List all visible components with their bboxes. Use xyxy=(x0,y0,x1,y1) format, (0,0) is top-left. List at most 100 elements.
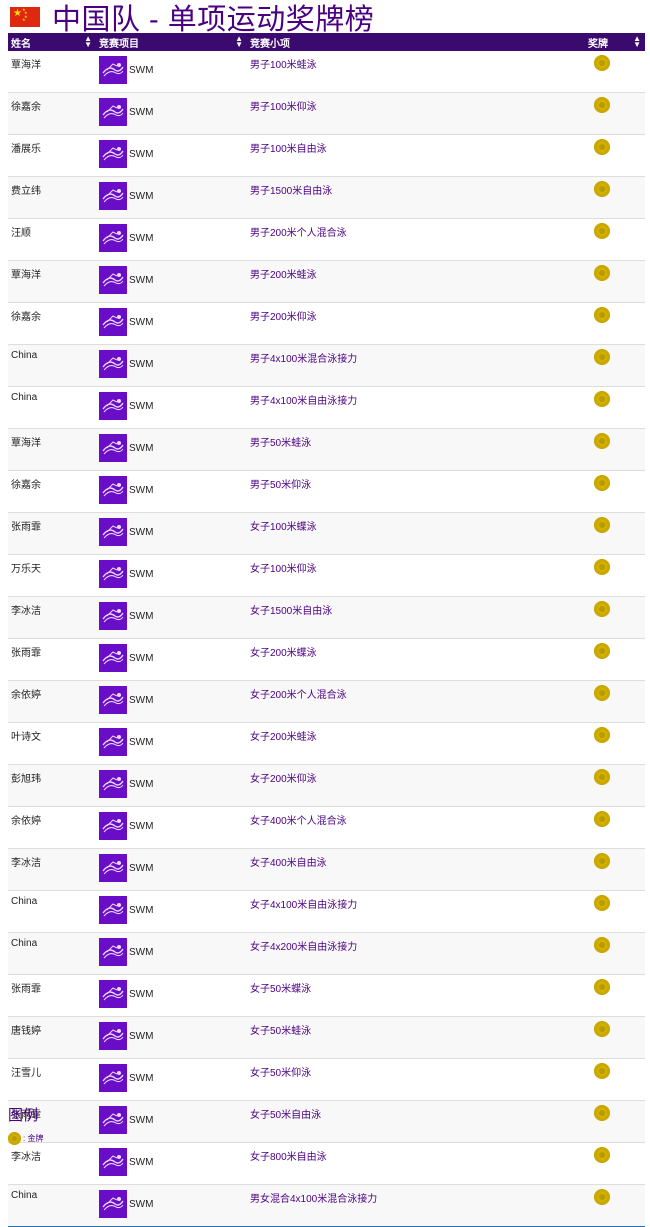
sport-code: SWM xyxy=(129,988,154,1000)
event-link[interactable]: 男子4x100米自由泳接力 xyxy=(250,396,358,407)
table-row: 汪雪儿 SWM 女子50米仰泳 xyxy=(8,1058,645,1101)
event-link[interactable]: 女子100米蝶泳 xyxy=(250,522,317,533)
athlete-name: 李冰洁 xyxy=(8,848,96,891)
sport-cell: SWM xyxy=(96,51,247,93)
event-cell: 男子1500米自由泳 xyxy=(247,176,585,219)
event-link[interactable]: 男子200米个人混合泳 xyxy=(250,228,347,239)
event-link[interactable]: 女子50米仰泳 xyxy=(250,1068,312,1079)
event-link[interactable]: 女子4x100米自由泳接力 xyxy=(250,900,358,911)
sort-icon[interactable]: ▲ ▼ xyxy=(235,34,243,49)
swimming-icon xyxy=(99,854,127,882)
swimming-icon xyxy=(99,434,127,462)
event-link[interactable]: 女子800米自由泳 xyxy=(250,1152,327,1163)
athlete-name: 李冰洁 xyxy=(8,596,96,639)
swimming-icon xyxy=(99,1106,127,1134)
swimming-icon xyxy=(99,980,127,1008)
medal-cell xyxy=(585,344,645,387)
event-cell: 女子400米自由泳 xyxy=(247,848,585,891)
event-cell: 女子400米个人混合泳 xyxy=(247,806,585,849)
event-cell: 女子800米自由泳 xyxy=(247,1142,585,1185)
column-header-sport[interactable]: 竞赛项目 ▲ ▼ xyxy=(96,33,247,51)
event-link[interactable]: 女子4x200米自由泳接力 xyxy=(250,942,358,953)
event-link[interactable]: 男子4x100米混合泳接力 xyxy=(250,354,358,365)
sport-cell: SWM xyxy=(96,1142,247,1185)
gold-medal-icon xyxy=(594,1147,610,1163)
sport-cell: SWM xyxy=(96,1184,247,1227)
gold-medal-icon xyxy=(594,1021,610,1037)
table-row: 覃海洋 SWM 男子200米蛙泳 xyxy=(8,260,645,303)
athlete-name: 徐嘉余 xyxy=(8,302,96,345)
event-link[interactable]: 女子50米蝶泳 xyxy=(250,984,312,995)
medal-cell xyxy=(585,1142,645,1185)
event-cell: 女子200米蝶泳 xyxy=(247,638,585,681)
column-header-name[interactable]: 姓名 ▲ ▼ xyxy=(8,33,96,51)
sport-code: SWM xyxy=(129,106,154,118)
event-link[interactable]: 女子200米蝶泳 xyxy=(250,648,317,659)
event-cell: 女子100米仰泳 xyxy=(247,554,585,597)
event-link[interactable]: 女子200米蛙泳 xyxy=(250,732,317,743)
medal-cell xyxy=(585,890,645,933)
event-link[interactable]: 男子100米自由泳 xyxy=(250,144,327,155)
event-link[interactable]: 女子50米蛙泳 xyxy=(250,1026,312,1037)
sport-cell: SWM xyxy=(96,596,247,639)
page-title: 中国队 - 单项运动奖牌榜 xyxy=(52,4,375,36)
event-link[interactable]: 男女混合4x100米混合泳接力 xyxy=(250,1194,378,1205)
medal-cell xyxy=(585,848,645,891)
gold-medal-icon xyxy=(594,181,610,197)
event-cell: 男子50米蛙泳 xyxy=(247,428,585,471)
column-header-event[interactable]: 竞赛小项 xyxy=(247,33,585,51)
event-link[interactable]: 女子400米自由泳 xyxy=(250,858,327,869)
event-link[interactable]: 女子200米个人混合泳 xyxy=(250,690,347,701)
sport-cell: SWM xyxy=(96,1100,247,1143)
event-cell: 男子4x100米混合泳接力 xyxy=(247,344,585,387)
table-row: 徐嘉余 SWM 男子200米仰泳 xyxy=(8,302,645,345)
sport-code: SWM xyxy=(129,1030,154,1042)
sport-cell: SWM xyxy=(96,470,247,513)
event-link[interactable]: 女子50米自由泳 xyxy=(250,1110,322,1121)
sport-cell: SWM xyxy=(96,302,247,345)
sort-icon[interactable]: ▲ ▼ xyxy=(84,34,92,49)
event-link[interactable]: 女子200米仰泳 xyxy=(250,774,317,785)
medal-cell xyxy=(585,1184,645,1227)
event-cell: 男子200米个人混合泳 xyxy=(247,218,585,261)
event-link[interactable]: 男子50米蛙泳 xyxy=(250,438,312,449)
event-link[interactable]: 男子1500米自由泳 xyxy=(250,186,333,197)
china-flag-icon: ★ ★ ★ ★ ★ xyxy=(10,7,40,27)
swimming-icon xyxy=(99,602,127,630)
medal-cell xyxy=(585,260,645,303)
event-link[interactable]: 男子200米仰泳 xyxy=(250,312,317,323)
swimming-icon xyxy=(99,728,127,756)
table-row: 覃海洋 SWM 男子50米蛙泳 xyxy=(8,428,645,471)
athlete-name: 张雨霏 xyxy=(8,638,96,681)
athlete-name: 覃海洋 xyxy=(8,428,96,471)
gold-medal-icon xyxy=(8,1132,21,1145)
swimming-icon xyxy=(99,308,127,336)
medal-cell xyxy=(585,722,645,765)
event-cell: 女子200米仰泳 xyxy=(247,764,585,807)
gold-medal-icon xyxy=(594,811,610,827)
sport-cell: SWM xyxy=(96,344,247,387)
sport-cell: SWM xyxy=(96,1016,247,1059)
event-link[interactable]: 男子100米蛙泳 xyxy=(250,60,317,71)
event-link[interactable]: 女子100米仰泳 xyxy=(250,564,317,575)
medal-cell xyxy=(585,806,645,849)
sort-icon[interactable]: ▲ ▼ xyxy=(633,34,641,49)
gold-medal-icon xyxy=(594,895,610,911)
table-row: 张雨霏 SWM 女子50米蝶泳 xyxy=(8,974,645,1017)
column-header-medal[interactable]: 奖牌 ▲ ▼ xyxy=(585,33,645,51)
table-row: 余依婷 SWM 女子200米个人混合泳 xyxy=(8,680,645,723)
event-link[interactable]: 男子200米蛙泳 xyxy=(250,270,317,281)
event-cell: 女子50米自由泳 xyxy=(247,1100,585,1143)
athlete-name: China xyxy=(8,890,96,933)
medal-cell xyxy=(585,470,645,513)
event-link[interactable]: 男子100米仰泳 xyxy=(250,102,317,113)
event-link[interactable]: 男子50米仰泳 xyxy=(250,480,312,491)
event-cell: 女子200米蛙泳 xyxy=(247,722,585,765)
event-cell: 女子4x200米自由泳接力 xyxy=(247,932,585,975)
event-link[interactable]: 女子400米个人混合泳 xyxy=(250,816,347,827)
athlete-name: 覃海洋 xyxy=(8,260,96,303)
swimming-icon xyxy=(99,98,127,126)
event-link[interactable]: 女子1500米自由泳 xyxy=(250,606,333,617)
sport-code: SWM xyxy=(129,400,154,412)
table-row: 李冰洁 SWM 女子400米自由泳 xyxy=(8,848,645,891)
